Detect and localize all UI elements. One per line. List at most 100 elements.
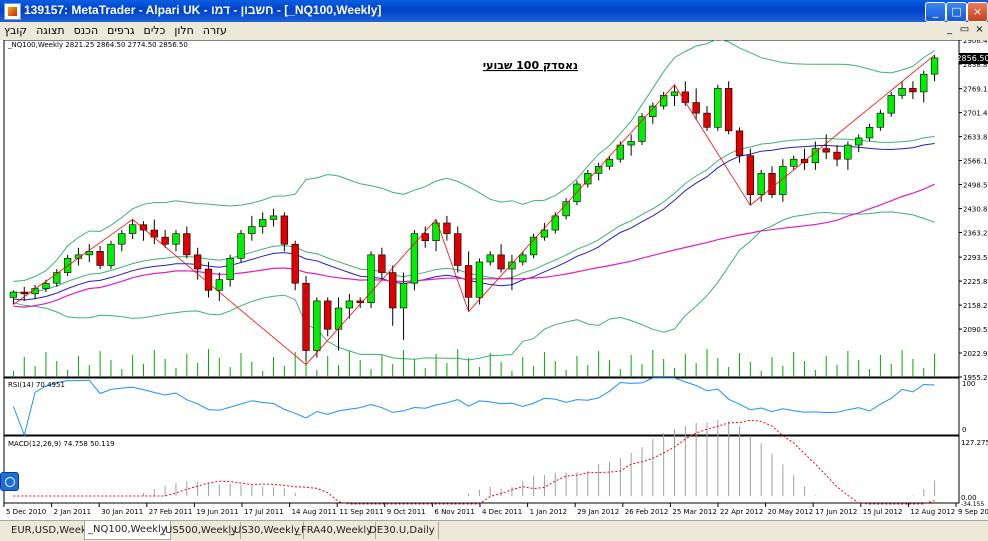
tab-de30[interactable]: DE30.U,Daily: [366, 522, 439, 539]
mdi-restore-icon[interactable]: ▭: [959, 24, 970, 35]
bull-candle: [475, 261, 484, 298]
ma-magenta-line: [13, 183, 935, 308]
bear-candle: [454, 233, 462, 266]
current-price-label: 2856.50: [956, 54, 988, 63]
date-axis-label: 27 Feb 2011: [149, 508, 193, 516]
bull-candle: [779, 165, 787, 195]
macd-label: MACD(12,26,9) 74.758 50.119: [8, 440, 115, 448]
bull-candle: [627, 141, 635, 146]
bull-candle: [410, 233, 419, 284]
close-button[interactable]: ×: [967, 2, 988, 22]
bull-candle: [313, 300, 321, 351]
date-axis-label: 4 Dec 2011: [482, 508, 522, 516]
bull-candle: [399, 282, 408, 309]
bull-candle: [638, 116, 646, 142]
bull-candle: [269, 215, 278, 220]
bollinger-middle-line: [13, 135, 935, 294]
bull-candle: [855, 137, 863, 146]
price-axis-label: 2906.45: [963, 40, 988, 45]
bear-candle: [909, 88, 917, 93]
price-axis-label: 2158.20: [963, 302, 988, 310]
bull-candle: [226, 258, 234, 280]
macd-axis-zero: 0.00: [961, 494, 977, 502]
bull-candle: [540, 229, 549, 238]
menu-tools[interactable]: כלים: [143, 24, 166, 37]
bear-candle: [20, 291, 28, 295]
bull-candle: [551, 215, 559, 231]
bear-candle: [389, 272, 397, 309]
bear-candle: [183, 233, 191, 256]
bear-candle: [96, 251, 104, 266]
bear-candle: [692, 102, 700, 114]
tab-us30[interactable]: _US30,Weekly: [226, 522, 304, 539]
bollinger-upper-line: [13, 38, 935, 282]
bull-candle: [920, 73, 928, 93]
bull-candle: [215, 279, 223, 291]
date-axis-label: 17 Jul 2011: [244, 508, 284, 516]
bull-candle: [172, 233, 180, 245]
bull-candle: [248, 226, 256, 234]
bull-candle: [757, 173, 765, 195]
bull-candle: [865, 127, 874, 139]
mdi-minimize-icon[interactable]: _: [947, 24, 952, 35]
bull-candle: [508, 261, 516, 270]
menu-insert[interactable]: הכנס: [73, 24, 99, 37]
price-axis-label: 2498.50: [963, 182, 988, 190]
menu-help[interactable]: עזרה: [202, 24, 227, 37]
bear-candle: [356, 300, 364, 303]
bull-candle: [670, 91, 679, 96]
chart-tab-bar: EUR,USD,Weekly _NQ100,Weekly _US500,Week…: [0, 520, 988, 541]
date-axis-label: 22 Apr 2012: [720, 508, 763, 516]
tab-fra40[interactable]: _FRA40,Weekly: [293, 522, 377, 539]
menu-file[interactable]: קובץ: [4, 24, 28, 37]
app-icon: [4, 3, 21, 20]
bull-candle: [42, 282, 50, 289]
bull-candle: [790, 158, 798, 167]
date-axis-label: 29 Jan 2012: [577, 508, 619, 516]
window-titlebar[interactable]: 139157: MetaTrader - Alpari UK - חשבון -…: [0, 0, 988, 22]
price-chart[interactable]: 2906.45 2838.80 2769.10 2701.45 2633.80 2566.…: [0, 37, 988, 520]
price-axis-label: 2701.45: [963, 110, 988, 118]
date-axis-label: 14 Aug 2011: [292, 508, 337, 516]
bull-candle: [605, 158, 614, 167]
connection-status-icon[interactable]: [0, 472, 19, 491]
bull-candle: [594, 165, 603, 174]
minimize-button[interactable]: _: [925, 2, 946, 22]
maximize-button[interactable]: □: [946, 2, 967, 22]
rsi-line: [12, 377, 935, 437]
bull-candle: [573, 183, 581, 203]
menu-window[interactable]: חלון: [174, 24, 194, 37]
bear-candle: [324, 300, 332, 330]
tab-us500[interactable]: _US500,Weekly: [157, 522, 242, 539]
price-axis-label: 2363.20: [963, 229, 988, 237]
bear-candle: [725, 88, 733, 132]
macd-signal-line: [13, 419, 935, 505]
price-axis-label: 2769.10: [963, 86, 988, 94]
price-axis-label: 2633.80: [963, 134, 988, 142]
bear-candle: [161, 236, 169, 245]
mdi-close-icon[interactable]: ×: [975, 24, 984, 35]
menu-view[interactable]: תצוגה: [36, 24, 65, 37]
macd-axis-bottom: -34.155: [961, 501, 984, 508]
price-axis-label: 2430.85: [963, 206, 988, 214]
bull-candle: [844, 144, 852, 160]
bear-candle: [681, 91, 689, 103]
chart-window[interactable]: 2906.45 2838.80 2769.10 2701.45 2633.80 2566.…: [0, 37, 988, 520]
bull-candle: [811, 148, 820, 164]
menu-charts[interactable]: גרפים: [107, 24, 135, 37]
zigzag-trend-line: [13, 54, 935, 366]
bear-candle: [378, 254, 386, 273]
date-axis-label: 17 Jun 2012: [815, 508, 857, 516]
bull-candle: [519, 254, 527, 263]
date-axis-label: 26 Feb 2012: [625, 508, 669, 516]
bull-candle: [9, 291, 18, 298]
ohlc-header: _NQ100,Weekly 2821.25 2864.50 2774.50 28…: [7, 41, 188, 49]
bull-candle: [128, 224, 137, 234]
bear-candle: [464, 265, 473, 298]
bear-candle: [833, 151, 841, 160]
bull-candle: [898, 88, 906, 96]
bear-candle: [291, 243, 299, 284]
bull-candle: [334, 307, 343, 330]
bear-candle: [822, 148, 830, 153]
date-axis-label: 11 Sep 2011: [339, 508, 383, 516]
